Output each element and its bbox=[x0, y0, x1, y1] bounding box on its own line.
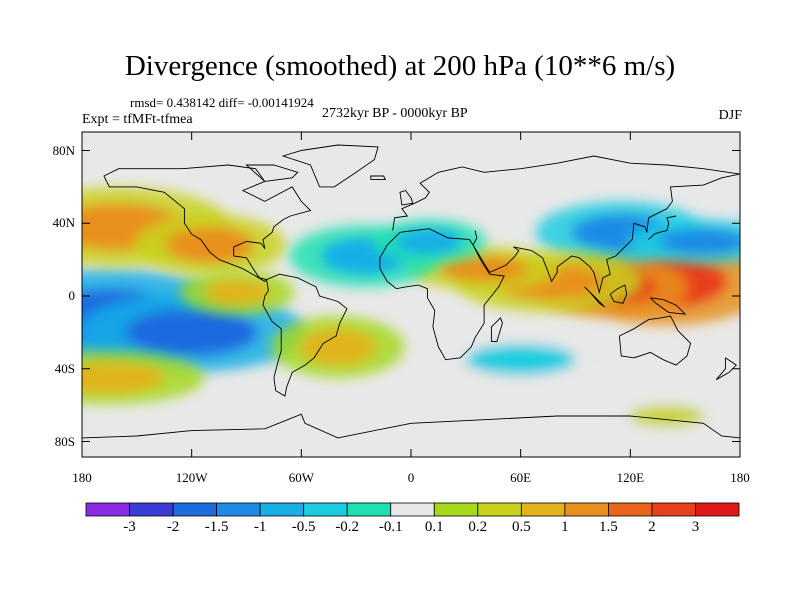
coast-baffin bbox=[245, 164, 299, 182]
colorbar-label: -3 bbox=[123, 519, 136, 535]
experiment-label: Expt = tfMFt-tfmea bbox=[82, 112, 193, 127]
y-tick-label: 80N bbox=[52, 142, 75, 158]
x-tick-label: 180 bbox=[72, 470, 92, 485]
field-south-atlantic-positive bbox=[271, 316, 405, 378]
colorbar-label: 0.2 bbox=[468, 519, 488, 535]
coast-sumatra bbox=[584, 286, 606, 308]
coast-new-guinea bbox=[650, 297, 687, 315]
x-tick-label: 60E bbox=[510, 470, 532, 485]
colorbar-swatch bbox=[259, 502, 305, 517]
field-east-asia-negative bbox=[535, 201, 740, 264]
coast-europe-asia bbox=[392, 155, 740, 231]
field-tropical-atlantic-negative bbox=[289, 219, 487, 287]
x-tick-label: 120E bbox=[616, 470, 645, 485]
coast-iceland bbox=[370, 175, 387, 181]
colorbar-label: 1.5 bbox=[599, 519, 618, 535]
x-tick-label: 60W bbox=[288, 470, 314, 485]
x-tick-label: 0 bbox=[407, 470, 415, 485]
colorbar-label: -0.2 bbox=[335, 519, 360, 535]
colorbar-label: -1.5 bbox=[204, 519, 229, 535]
colorbar-swatch bbox=[520, 502, 566, 517]
colorbar-label: -1 bbox=[253, 519, 267, 535]
x-tick-label: 180 bbox=[730, 470, 750, 485]
coast-greenland bbox=[281, 144, 379, 188]
coast-indonesia-borneo bbox=[609, 284, 628, 304]
y-tick-label: 0 bbox=[68, 288, 76, 303]
colorbar-swatch bbox=[651, 502, 696, 517]
rmsd-diff-stats: rmsd= 0.438142 diff= -0.00141924 bbox=[130, 95, 314, 110]
colorbar-swatch bbox=[216, 502, 261, 517]
colorbar-swatch bbox=[390, 502, 435, 517]
colorbar bbox=[85, 502, 740, 517]
field-south-pacific-positive bbox=[82, 351, 205, 405]
colorbar-label: 2 bbox=[648, 519, 656, 535]
colorbar-swatch bbox=[303, 502, 348, 517]
axis-ticks bbox=[81, 132, 741, 457]
coast-australia bbox=[618, 315, 692, 366]
coastlines bbox=[82, 144, 740, 439]
colorbar-swatch bbox=[129, 502, 174, 517]
coast-antarctica bbox=[82, 413, 740, 439]
colorbar-label: 0.5 bbox=[511, 519, 531, 535]
colorbar-swatch bbox=[477, 502, 522, 517]
coast-uk bbox=[399, 189, 414, 206]
colorbar-label: -0.1 bbox=[378, 519, 403, 535]
colorbar-swatch bbox=[564, 502, 609, 517]
period-label: 2732kyr BP - 0000kyr BP bbox=[322, 106, 468, 121]
colorbar-swatch bbox=[85, 502, 130, 517]
colorbar-swatch bbox=[695, 502, 740, 517]
divergence-field bbox=[82, 187, 740, 434]
coast-madagascar bbox=[490, 316, 503, 342]
colorbar-label: -2 bbox=[166, 519, 180, 535]
field-southern-indian-negative bbox=[425, 333, 616, 387]
coast-japan bbox=[648, 215, 677, 240]
y-tick-label: 80S bbox=[54, 433, 75, 449]
y-tick-label: 40S bbox=[54, 360, 75, 376]
coast-africa bbox=[379, 228, 505, 361]
colorbar-label: 0.1 bbox=[424, 519, 444, 535]
season-label: DJF bbox=[718, 108, 742, 123]
colorbar-label: -0.5 bbox=[291, 519, 316, 535]
coast-north-america bbox=[103, 164, 312, 282]
colorbar-swatch bbox=[608, 502, 653, 517]
plot-title: Divergence (smoothed) at 200 hPa (10**6 … bbox=[124, 50, 676, 82]
colorbar-swatch bbox=[433, 502, 479, 517]
x-tick-label: 120W bbox=[175, 470, 208, 485]
coast-south-america bbox=[262, 273, 348, 397]
colorbar-swatch bbox=[172, 502, 217, 517]
coast-new-zealand bbox=[715, 357, 738, 381]
colorbar-label: 1 bbox=[561, 519, 569, 535]
colorbar-swatch bbox=[346, 502, 392, 517]
coast-asia-south bbox=[472, 173, 740, 295]
colorbar-label: 3 bbox=[691, 519, 700, 535]
field-equatorial-east-pacific-positive bbox=[180, 270, 295, 315]
y-tick-label: 40N bbox=[52, 215, 75, 231]
